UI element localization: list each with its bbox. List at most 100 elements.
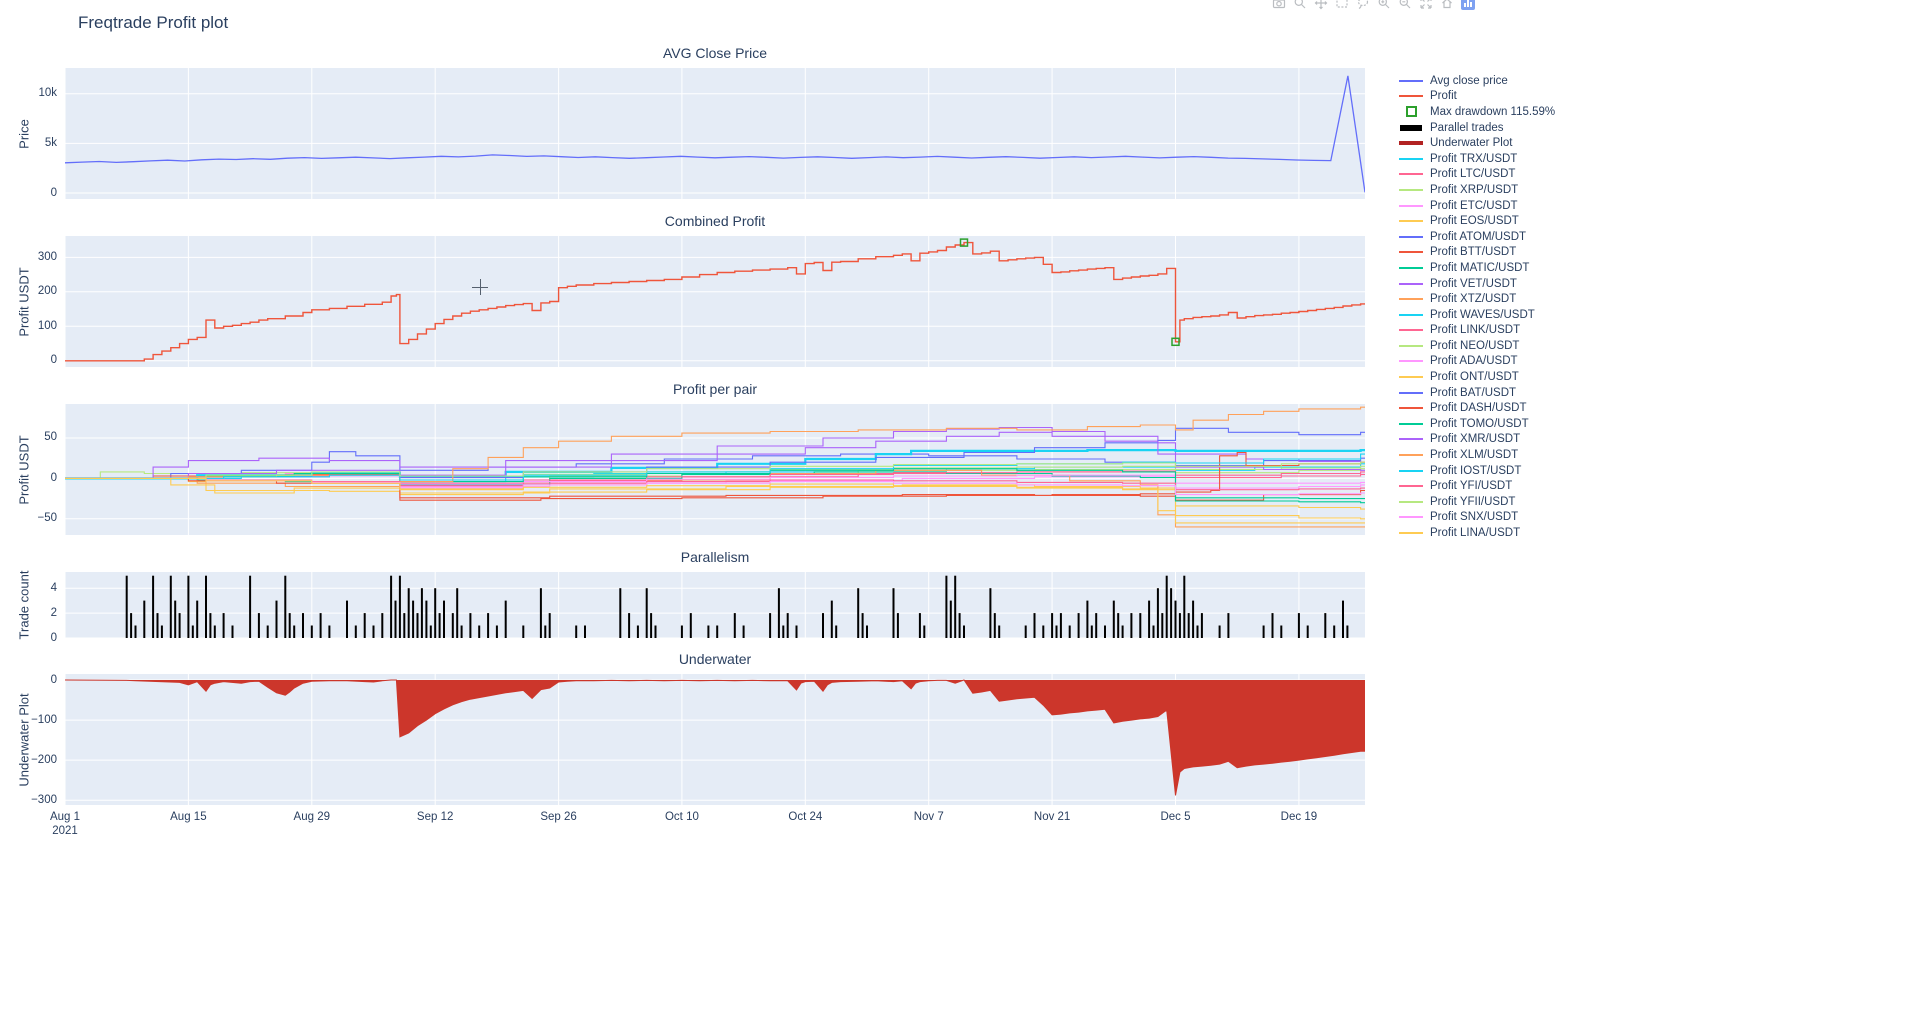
y-tick-label: 0 [50, 631, 57, 644]
legend-swatch [1396, 173, 1426, 176]
line-swatch-icon [1399, 173, 1423, 176]
legend-item-profit-trx-usdt[interactable]: Profit TRX/USDT [1396, 151, 1555, 167]
x-tick-label: Sep 12 [416, 811, 454, 823]
line-swatch-icon [1399, 500, 1423, 503]
x-tick-label: Aug 1 2021 [49, 811, 81, 837]
max-drawdown-marker [959, 238, 969, 247]
legend-label: Profit IOST/USDT [1430, 464, 1522, 477]
legend-item-profit-btt-usdt[interactable]: Profit BTT/USDT [1396, 245, 1555, 261]
line-swatch-icon [1399, 204, 1423, 207]
legend-item-profit-ada-usdt[interactable]: Profit ADA/USDT [1396, 354, 1555, 370]
y-tick-label: 0 [50, 186, 57, 199]
legend-item-profit-tomo-usdt[interactable]: Profit TOMO/USDT [1396, 416, 1555, 432]
autoscale-icon[interactable] [1419, 0, 1433, 10]
legend-label: Profit LTC/USDT [1430, 168, 1516, 181]
legend-label: Profit DASH/USDT [1430, 402, 1527, 415]
legend-item-profit-iost-usdt[interactable]: Profit IOST/USDT [1396, 463, 1555, 479]
legend-item-profit-xtz-usdt[interactable]: Profit XTZ/USDT [1396, 291, 1555, 307]
legend-item-profit-neo-usdt[interactable]: Profit NEO/USDT [1396, 338, 1555, 354]
zoom-icon[interactable] [1293, 0, 1307, 10]
line-swatch-icon [1399, 454, 1423, 457]
legend-swatch [1396, 204, 1426, 207]
pan-icon[interactable] [1314, 0, 1328, 10]
legend-item-profit-waves-usdt[interactable]: Profit WAVES/USDT [1396, 307, 1555, 323]
line-swatch-icon [1399, 516, 1423, 519]
legend-label: Profit XTZ/USDT [1430, 293, 1517, 306]
line-swatch-icon [1399, 360, 1423, 363]
legend-swatch [1396, 313, 1426, 316]
reset-axes-icon[interactable] [1440, 0, 1454, 10]
legend-swatch [1396, 438, 1426, 441]
line-swatch-icon [1399, 313, 1423, 316]
legend-item-profit-lina-usdt[interactable]: Profit LINA/USDT [1396, 525, 1555, 541]
zoom-out-icon[interactable] [1398, 0, 1412, 10]
y-tick-label: 5k [44, 136, 57, 149]
line-swatch-icon [1399, 298, 1423, 301]
line-swatch-icon [1399, 376, 1423, 379]
line-swatch-icon [1399, 407, 1423, 410]
plotly-logo-icon[interactable] [1461, 0, 1475, 10]
legend-item-profit-xlm-usdt[interactable]: Profit XLM/USDT [1396, 447, 1555, 463]
subplot-title-parallel: Parallelism [680, 549, 750, 565]
line-swatch-icon [1399, 266, 1423, 269]
legend-item-profit-eos-usdt[interactable]: Profit EOS/USDT [1396, 213, 1555, 229]
legend-swatch [1396, 516, 1426, 519]
legend-label: Profit LINA/USDT [1430, 527, 1521, 540]
camera-icon[interactable] [1272, 0, 1286, 10]
legend-item-profit-vet-usdt[interactable]: Profit VET/USDT [1396, 276, 1555, 292]
legend-item-profit-snx-usdt[interactable]: Profit SNX/USDT [1396, 510, 1555, 526]
legend-swatch [1396, 422, 1426, 425]
legend-item-profit-etc-usdt[interactable]: Profit ETC/USDT [1396, 198, 1555, 214]
legend-label: Profit XLM/USDT [1430, 449, 1519, 462]
legend-item-profit-ltc-usdt[interactable]: Profit LTC/USDT [1396, 167, 1555, 183]
legend-label: Underwater Plot [1430, 137, 1513, 150]
y-tick-label: 50 [44, 431, 57, 444]
legend-item-avg-close-price[interactable]: Avg close price [1396, 73, 1555, 89]
plot-area-parallel[interactable] [65, 572, 1365, 638]
plot-area-underwater[interactable] [65, 674, 1365, 805]
line-swatch-icon [1399, 282, 1423, 285]
legend-label: Profit EOS/USDT [1430, 215, 1519, 228]
legend-item-profit-matic-usdt[interactable]: Profit MATIC/USDT [1396, 260, 1555, 276]
plot-area-pairs[interactable] [65, 404, 1365, 535]
y-tick-label: 200 [37, 285, 57, 298]
legend-label: Profit ETC/USDT [1430, 199, 1518, 212]
legend-swatch [1396, 282, 1426, 285]
legend-swatch [1396, 79, 1426, 82]
zoom-in-icon[interactable] [1377, 0, 1391, 10]
legend-item-underwater-plot[interactable]: Underwater Plot [1396, 135, 1555, 151]
legend-swatch [1396, 251, 1426, 254]
legend-item-profit-yfii-usdt[interactable]: Profit YFII/USDT [1396, 494, 1555, 510]
subplot-title-profit: Combined Profit [664, 213, 766, 229]
legend-item-profit-link-usdt[interactable]: Profit LINK/USDT [1396, 323, 1555, 339]
plotly-modebar [1272, 0, 1475, 10]
legend-item-profit-yfi-usdt[interactable]: Profit YFI/USDT [1396, 478, 1555, 494]
legend-item-profit-xmr-usdt[interactable]: Profit XMR/USDT [1396, 432, 1555, 448]
x-tick-label: Dec 5 [1160, 811, 1191, 823]
y-tick-label: −200 [31, 753, 57, 766]
legend-item-profit-bat-usdt[interactable]: Profit BAT/USDT [1396, 385, 1555, 401]
subplot-title-price: AVG Close Price [663, 45, 767, 61]
line-swatch-icon [1399, 438, 1423, 441]
legend-item-profit-dash-usdt[interactable]: Profit DASH/USDT [1396, 400, 1555, 416]
line-swatch-icon [1399, 79, 1423, 82]
legend-swatch [1396, 500, 1426, 503]
bar-swatch-icon [1400, 124, 1422, 131]
legend-item-max-drawdown-115-59-[interactable]: Max drawdown 115.59% [1396, 104, 1555, 120]
x-tick-label: Oct 10 [664, 811, 699, 823]
plot-area-profit[interactable] [65, 236, 1365, 367]
legend-swatch [1396, 95, 1426, 98]
box-select-icon[interactable] [1335, 0, 1349, 10]
legend-item-profit-atom-usdt[interactable]: Profit ATOM/USDT [1396, 229, 1555, 245]
legend-swatch [1396, 407, 1426, 410]
legend-item-parallel-trades[interactable]: Parallel trades [1396, 120, 1555, 136]
plot-area-price[interactable] [65, 68, 1365, 199]
line-swatch-icon [1399, 220, 1423, 223]
legend-item-profit-xrp-usdt[interactable]: Profit XRP/USDT [1396, 182, 1555, 198]
lasso-select-icon[interactable] [1356, 0, 1370, 10]
legend-item-profit-ont-usdt[interactable]: Profit ONT/USDT [1396, 369, 1555, 385]
legend-item-profit[interactable]: Profit [1396, 89, 1555, 105]
x-tick-label: Aug 15 [170, 811, 207, 823]
legend-label: Profit MATIC/USDT [1430, 261, 1530, 274]
legend-swatch [1396, 329, 1426, 332]
